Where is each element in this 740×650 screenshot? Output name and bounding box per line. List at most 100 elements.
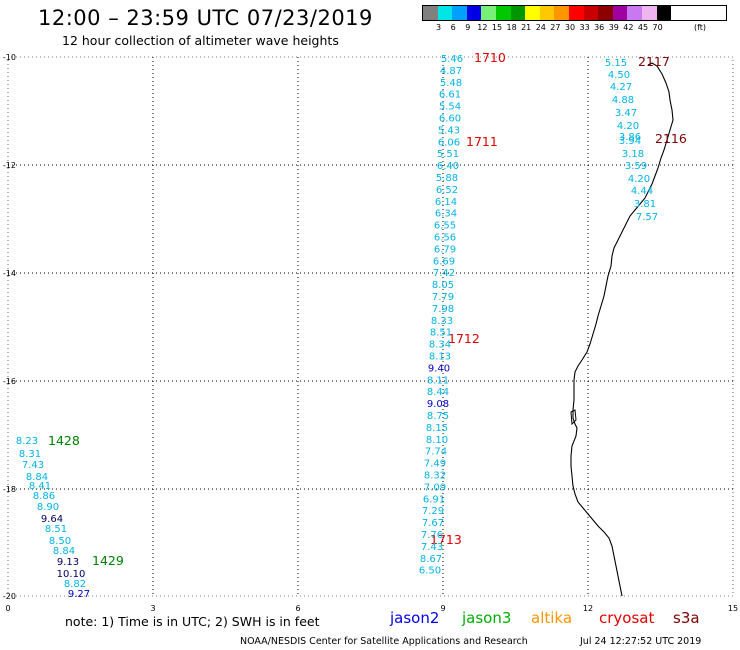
swh-value: 7.29	[422, 506, 444, 517]
swh-value: 6.14	[435, 197, 457, 208]
swh-value: 8.86	[33, 491, 55, 502]
y-tick-label: -10	[3, 53, 16, 62]
x-tick-label: 15	[728, 604, 738, 613]
swh-value: 5.46	[441, 54, 463, 65]
satellite-jason3: jason3	[462, 609, 512, 627]
swh-value: 4.87	[440, 66, 462, 77]
satellite-cryosat: cryosat	[599, 609, 655, 627]
swh-value: 8.51	[430, 328, 452, 339]
legend-swatch	[510, 6, 526, 20]
legend-tick: 70	[652, 23, 663, 32]
swh-value: 7.43	[421, 542, 443, 553]
legend-tick: 12	[477, 23, 488, 32]
y-tick-label: -14	[3, 269, 16, 278]
legend-swatch	[437, 6, 453, 20]
swh-value: 6.55	[434, 221, 456, 232]
swh-value: 8.15	[426, 423, 448, 434]
swh-value: 5.48	[440, 78, 462, 89]
swh-value: 8.13	[429, 352, 451, 363]
legend-tick: 21	[521, 23, 532, 32]
pass-label-1429: 1429	[92, 553, 124, 568]
pass-label-1713: 1713	[430, 532, 462, 547]
legend-unit: (ft)	[693, 23, 707, 32]
swh-value: 6.61	[439, 90, 461, 101]
legend-swatch	[423, 6, 438, 20]
swh-value: 3.47	[615, 108, 637, 119]
swh-value: 8.50	[49, 536, 71, 547]
swh-value: 6.91	[423, 494, 445, 505]
x-tick-label: 0	[5, 604, 10, 613]
legend-swatch	[539, 6, 555, 20]
swh-value: 4.20	[617, 121, 639, 132]
legend-swatch	[568, 6, 584, 20]
swh-value: 9.08	[427, 399, 449, 410]
swh-value: 8.84	[53, 546, 75, 557]
x-tick-label: 3	[150, 604, 155, 613]
swh-value: 7.74	[425, 447, 447, 458]
y-tick-label: -16	[3, 377, 16, 386]
page-title: 12:00 – 23:59 UTC 07/23/2019	[38, 6, 373, 30]
swh-value: 6.56	[434, 233, 456, 244]
legend-tick: 3	[436, 23, 442, 32]
swh-value: 4.44	[631, 186, 653, 197]
legend-swatch	[554, 6, 569, 20]
legend-tick: 30	[564, 23, 576, 32]
swh-value: 8.84	[26, 472, 48, 483]
legend-tick: 36	[594, 23, 605, 32]
legend-swatch	[452, 6, 467, 20]
swh-value: 8.90	[37, 502, 59, 513]
swh-value: 9.40	[428, 363, 450, 374]
legend-tick: 6	[450, 23, 456, 32]
legend-swatch	[466, 6, 482, 20]
swh-value: 5.43	[438, 125, 460, 136]
swh-value: 7.57	[636, 212, 658, 223]
swh-value: 7.49	[424, 459, 446, 470]
swh-value: 8.11	[427, 375, 449, 386]
swh-value: 7.76	[421, 530, 443, 541]
swh-value: 5.54	[439, 102, 461, 113]
page-subtitle: 12 hour collection of altimeter wave hei…	[62, 33, 339, 48]
swh-value: 3.59	[625, 161, 647, 172]
satellite-jason2: jason2	[390, 609, 440, 627]
legend-tick: 39	[608, 23, 619, 32]
legend-swatch	[495, 6, 511, 20]
legend-tick: 27	[550, 23, 561, 32]
legend-swatch	[656, 6, 672, 20]
pass-label-1711: 1711	[466, 134, 498, 149]
swh-value: 8.23	[16, 436, 38, 447]
pass-label-1712: 1712	[448, 331, 480, 346]
legend-swatch	[481, 6, 496, 20]
swh-value: 3.94	[619, 136, 641, 147]
swh-value: 8.41	[29, 481, 51, 492]
legend-tick: 9	[465, 23, 471, 32]
legend-swatch	[525, 6, 540, 20]
legend-tick-labels: (ft) 3 6 9 12 15 18 21 24 27 30 33 36 39 42 45 70	[422, 21, 727, 33]
swh-value: 3.18	[622, 149, 644, 160]
swh-value: 3.81	[634, 199, 656, 210]
swh-value: 5.15	[605, 58, 627, 69]
swh-value: 6.60	[439, 114, 461, 125]
credit-text: NOAA/NESDIS Center for Satellite Applica…	[240, 636, 528, 647]
satellite-altika: altika	[531, 609, 573, 627]
timestamp-text: Jul 24 12:27:52 UTC 2019	[580, 636, 702, 647]
swh-value: 6.52	[436, 185, 458, 196]
coastline	[570, 62, 674, 597]
y-tick-label: -20	[3, 592, 16, 601]
swh-value: 7.67	[422, 518, 444, 529]
legend-tick: 24	[535, 23, 546, 32]
swh-value: 6.40	[437, 161, 459, 172]
island-outline	[570, 409, 577, 426]
swh-value: 6.50	[419, 566, 441, 577]
x-tick-label: 6	[295, 604, 300, 613]
swh-value: 7.79	[432, 292, 454, 303]
y-tick-label: -12	[3, 161, 16, 170]
swh-value: 7.09	[424, 482, 446, 493]
swh-value: 8.05	[432, 280, 454, 291]
swh-value: 9.27	[68, 589, 90, 600]
pass-label-1428: 1428	[48, 433, 80, 448]
color-legend: (ft) 3 6 9 12 15 18 21 24 27 30 33 36 39 42 45 70	[422, 5, 727, 33]
swh-value: 8.34	[429, 340, 451, 351]
pass-label-2116: 2116	[655, 131, 687, 146]
swh-value: 8.51	[45, 524, 67, 535]
